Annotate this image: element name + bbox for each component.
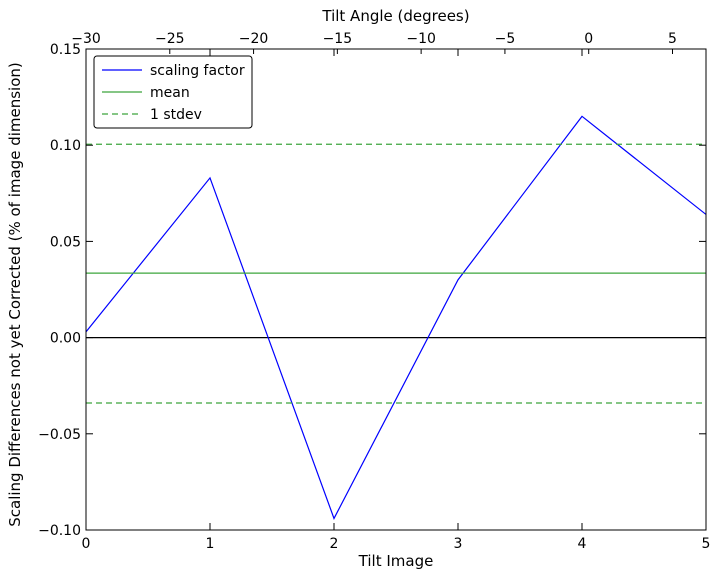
- legend: scaling factor mean 1 stdev: [93, 55, 253, 129]
- x-tick-label: 4: [578, 536, 587, 552]
- x-tick-label: 5: [702, 536, 711, 552]
- y-tick-label: 0.05: [50, 234, 81, 250]
- x2-tick-label: −30: [71, 31, 101, 47]
- x2-axis-label: Tilt Angle (degrees): [321, 7, 469, 25]
- x2-tick-label: 5: [668, 31, 677, 47]
- legend-frame: [93, 55, 253, 129]
- x2-tick-label: −25: [155, 31, 185, 47]
- x-tick-label: 0: [82, 536, 91, 552]
- legend-label-1-stdev: 1 stdev: [150, 107, 202, 123]
- x2-tick-label: −10: [406, 31, 436, 47]
- x-tick-label: 1: [206, 536, 215, 552]
- y-tick-label: 0.00: [50, 331, 81, 347]
- x2-tick-label: −5: [495, 31, 516, 47]
- x-tick-label: 3: [454, 536, 463, 552]
- x2-tick-label: −20: [239, 31, 269, 47]
- y-tick-label: 0.10: [50, 138, 81, 154]
- x-axis-label: Tilt Image: [358, 552, 434, 570]
- y-tick-label: −0.05: [38, 427, 81, 443]
- x2-tick-label: −15: [323, 31, 353, 47]
- y-tick-label: −0.10: [38, 523, 81, 539]
- plot-area: [86, 115, 706, 520]
- legend-label-mean: mean: [150, 85, 190, 101]
- plot-frame: [85, 48, 707, 531]
- x-tick-label: 2: [330, 536, 339, 552]
- y-axis-label: Scaling Differences not yet Corrected (%…: [6, 62, 24, 527]
- series-scaling-factor-line: [86, 115, 706, 520]
- legend-label-scaling-factor: scaling factor: [150, 63, 245, 79]
- y-tick-label: 0.15: [50, 42, 81, 58]
- x2-tick-label: 0: [584, 31, 593, 47]
